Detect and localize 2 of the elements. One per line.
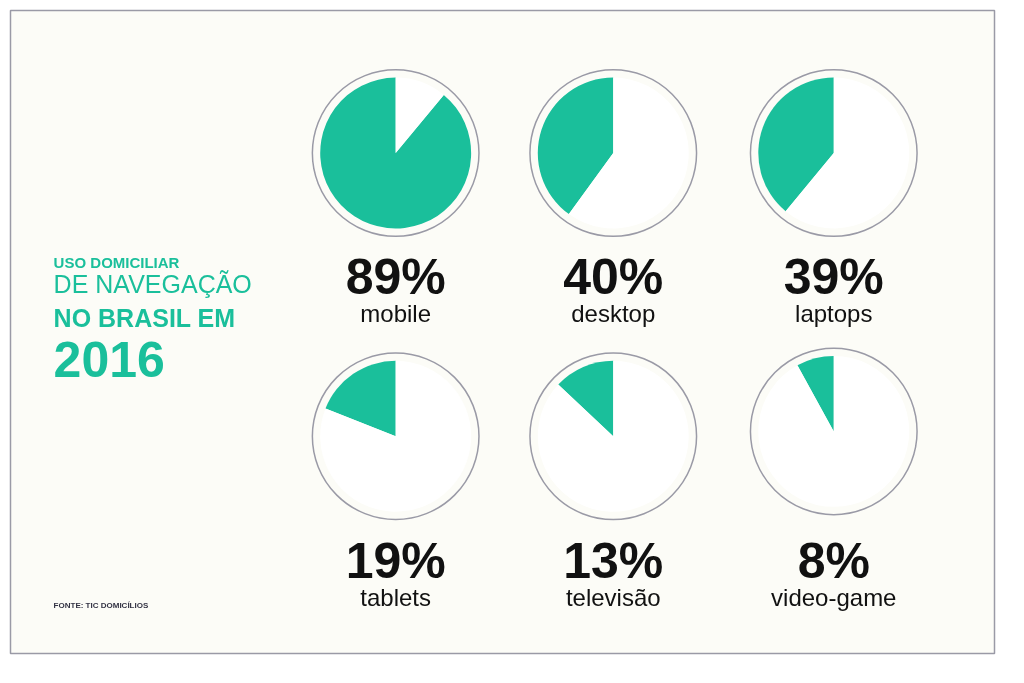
text: USO DOMICILIAR DE NAVEGAÇÃO NO BRASIL EM 2016 bbox=[53, 254, 252, 389]
source-note: FONTE: TIC DOMICÍLIOS bbox=[53, 600, 149, 610]
